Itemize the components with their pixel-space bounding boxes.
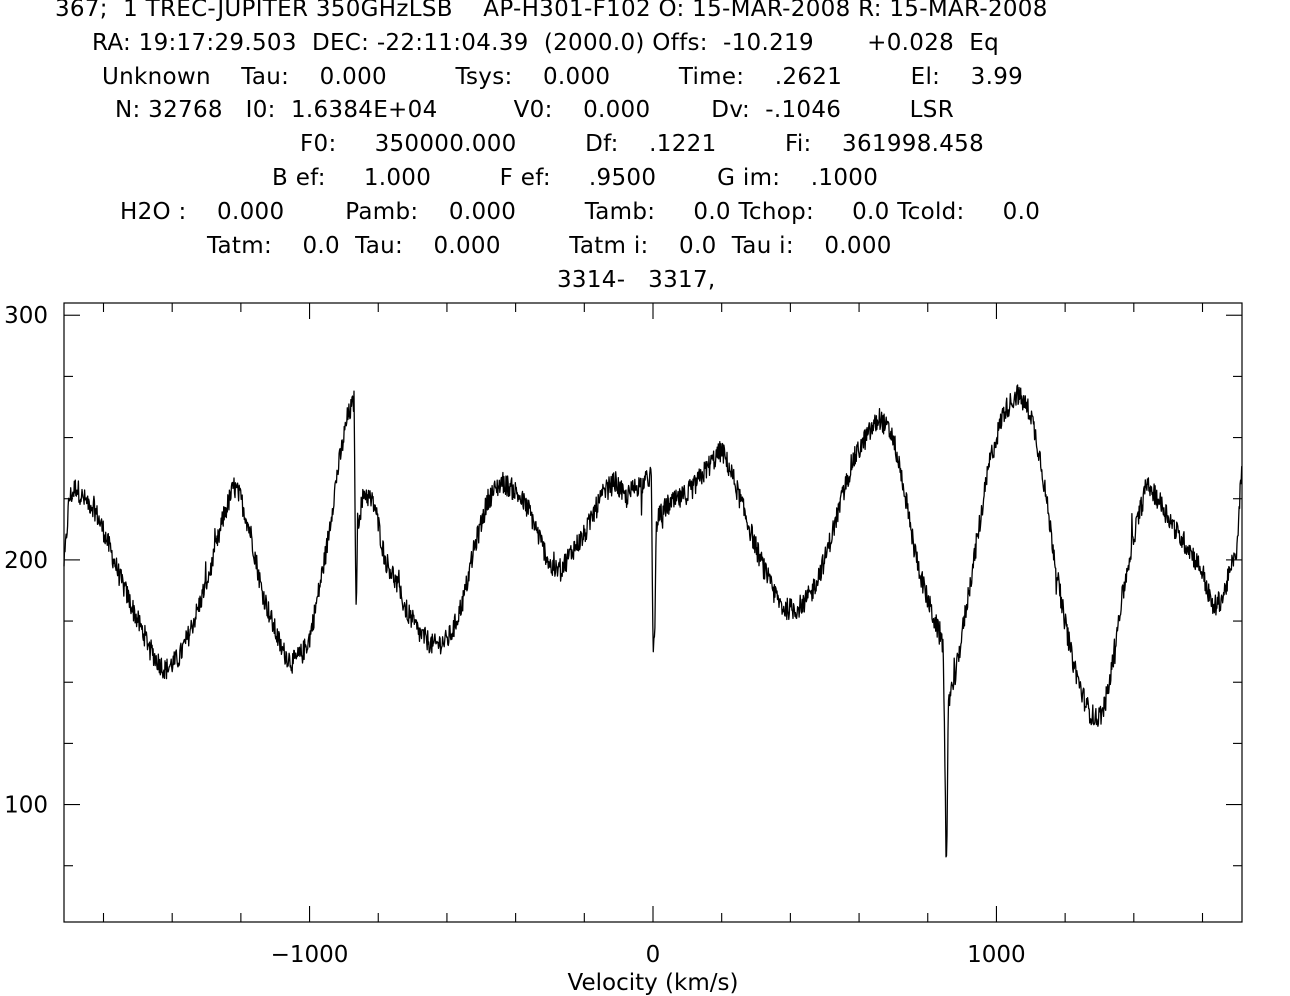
axis-ticks: [64, 303, 1242, 922]
x-tick-label: 0: [646, 942, 661, 968]
header-line-5: F0: 350000.000 Df: .1221 Fi: 361998.458: [300, 131, 985, 157]
y-tick-label: 100: [4, 793, 48, 819]
x-axis-label: Velocity (km/s): [568, 970, 739, 996]
header-line-8: Tatm: 0.0 Tau: 0.000 Tatm i: 0.0 Tau i: …: [207, 233, 892, 259]
spectrum-line: [63, 384, 1243, 858]
scan-range: 3314- 3317,: [557, 267, 716, 293]
header-line-2: RA: 19:17:29.503 DEC: -22:11:04.39 (2000…: [92, 30, 1000, 56]
axis-tick-labels: −1000 0 1000 100 200 300: [4, 303, 1026, 968]
header-line-4: N: 32768 I0: 1.6384E+04 V0: 0.000 Dv: -.…: [115, 97, 954, 123]
x-tick-label: −1000: [271, 942, 349, 968]
header-line-6: B ef: 1.000 F ef: .9500 G im: .1000: [272, 165, 879, 191]
header-line-7: H2O : 0.000 Pamb: 0.000 Tamb: 0.0 Tchop:…: [120, 199, 1041, 225]
header-line-3: Unknown Tau: 0.000 Tsys: 0.000 Time: .26…: [102, 64, 1024, 90]
header-line-1: 367; 1 TREC-JUPITER 350GHzLSB AP-H301-F1…: [55, 0, 1048, 22]
y-tick-label: 200: [4, 548, 48, 574]
y-tick-label: 300: [4, 303, 48, 329]
x-tick-label: 1000: [967, 942, 1026, 968]
